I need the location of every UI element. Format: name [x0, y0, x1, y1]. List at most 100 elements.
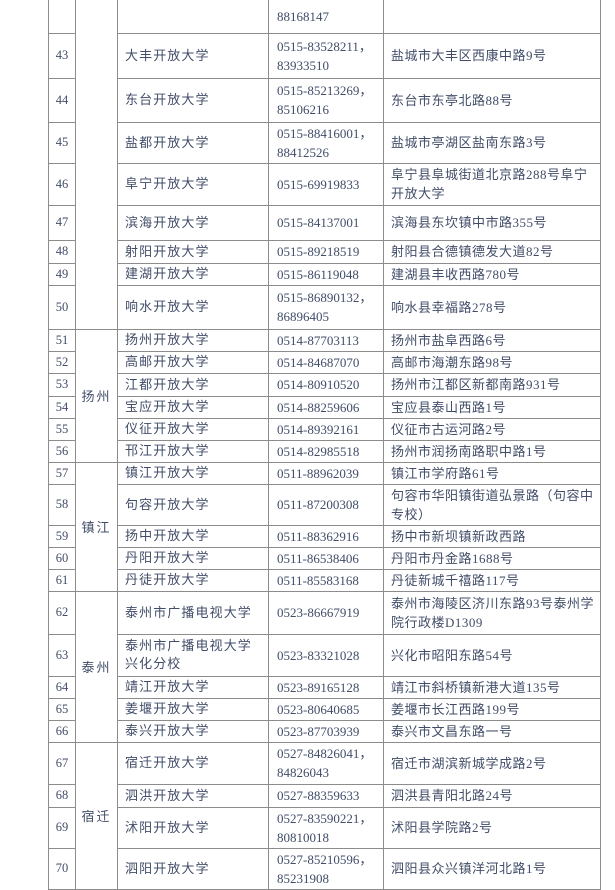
- university-name-cell: 姜堰开放大学: [117, 697, 269, 721]
- university-name-cell: 东台开放大学: [117, 77, 269, 123]
- phone-cell: 0511-88962039: [268, 461, 384, 485]
- seq-cell: 55: [48, 417, 76, 441]
- table-row: 43 大丰开放大学 0515-83528211， 83933510 盐城市大丰区西康中…: [48, 32, 601, 79]
- address-cell: 靖江市斜桥镇新港大道135号: [383, 675, 601, 699]
- address-cell: 扬州市盐阜西路6号: [383, 328, 601, 352]
- university-name-cell: 射阳开放大学: [117, 239, 269, 264]
- table-row: 56 邗江开放大学 0514-82985518 扬州市润扬南路职中路1号: [48, 439, 601, 463]
- address-cell: 仪征市古运河路2号: [383, 417, 601, 441]
- address-cell: 泗阳县众兴镇洋河北路1号: [383, 847, 601, 890]
- table-row: 45 盐都开放大学 0515-88416001， 88412526 盐城市亭湖区盐南东…: [48, 121, 601, 164]
- address-cell: [383, 0, 601, 34]
- phone-cell: 88168147: [268, 0, 384, 34]
- address-cell: 高邮市海潮东路98号: [383, 350, 601, 374]
- seq-cell: 51: [48, 328, 76, 352]
- table-row: 57 镇江 镇江开放大学 0511-88962039 镇江市学府路61号: [48, 461, 601, 592]
- phone-cell: 0514-82985518: [268, 439, 384, 463]
- table-row: 88168147: [48, 0, 601, 330]
- phone-cell: 0523-86667919: [268, 590, 384, 635]
- address-cell: 扬中市新坝镇新政西路: [383, 524, 601, 548]
- university-name-cell: 泗洪开放大学: [117, 783, 269, 808]
- seq-cell: 62: [48, 590, 76, 635]
- address-cell: 盐城市大丰区西康中路9号: [383, 32, 601, 79]
- seq-cell: 54: [48, 395, 76, 419]
- address-cell: 建湖县丰收西路780号: [383, 262, 601, 286]
- seq-cell: 57: [48, 461, 76, 485]
- table-row: 67 宿迁 宿迁开放大学 0527-84826041， 84826043 宿迁市湖滨新城…: [48, 741, 601, 890]
- seq-cell: 67: [48, 741, 76, 785]
- address-cell: 泰州市海陵区济川东路93号泰州学院行政楼D1309: [383, 590, 601, 635]
- university-name-cell: 大丰开放大学: [117, 32, 269, 79]
- address-cell: 盐城市亭湖区盐南东路3号: [383, 121, 601, 164]
- city-cell: 镇江: [75, 461, 118, 592]
- table-row: 60 丹阳开放大学 0511-86538406 丹阳市丹金路1688号: [48, 546, 601, 570]
- phone-cell: 0514-89392161: [268, 417, 384, 441]
- university-name-cell: 扬中开放大学: [117, 524, 269, 548]
- address-cell: 句容市华阳镇街道弘景路（句容中专校）: [383, 483, 601, 526]
- universities-table: 88168147 43 大丰开放大学 0515-83528211， 83933510…: [48, 0, 601, 890]
- address-cell: 阜宁县阜城街道北京路288号阜宁开放大学: [383, 162, 601, 206]
- table-row: 69 沭阳开放大学 0527-83590221， 80810018 沭阳县学院路2号: [48, 806, 601, 849]
- seq-cell: 69: [48, 806, 76, 849]
- university-name-cell: 宝应开放大学: [117, 395, 269, 419]
- address-cell: 扬州市润扬南路职中路1号: [383, 439, 601, 463]
- university-name-cell: 沭阳开放大学: [117, 806, 269, 849]
- seq-cell: 63: [48, 633, 76, 677]
- university-name-cell: 丹阳开放大学: [117, 546, 269, 570]
- table-row: 63 泰州市广播电视大学兴化分校 0523-83321028 兴化市昭阳东路54号: [48, 633, 601, 677]
- address-cell: 滨海县东坎镇中市路355号: [383, 204, 601, 241]
- address-cell: 姜堰市长江西路199号: [383, 697, 601, 721]
- address-cell: 宝应县泰山西路1号: [383, 395, 601, 419]
- seq-cell: 46: [48, 162, 76, 206]
- address-cell: 泰兴市文昌东路一号: [383, 719, 601, 743]
- seq-cell: 64: [48, 675, 76, 699]
- phone-cell: 0514-88259606: [268, 395, 384, 419]
- table-row: 65 姜堰开放大学 0523-80640685 姜堰市长江西路199号: [48, 697, 601, 721]
- university-name-cell: 邗江开放大学: [117, 439, 269, 463]
- city-cell: 宿迁: [75, 741, 118, 890]
- university-name-cell: 靖江开放大学: [117, 675, 269, 699]
- seq-cell: 65: [48, 697, 76, 721]
- address-cell: 宿迁市湖滨新城学成路2号: [383, 741, 601, 785]
- seq-cell: 43: [48, 32, 76, 79]
- university-name-cell: [117, 0, 269, 34]
- seq-cell: 44: [48, 77, 76, 123]
- university-name-cell: 镇江开放大学: [117, 461, 269, 485]
- address-cell: 兴化市昭阳东路54号: [383, 633, 601, 677]
- university-name-cell: 高邮开放大学: [117, 350, 269, 374]
- seq-cell: [48, 0, 76, 34]
- phone-cell: 0511-87200308: [268, 483, 384, 526]
- phone-cell: 0515-83528211， 83933510: [268, 32, 384, 79]
- phone-cell: 0514-84687070: [268, 350, 384, 374]
- table-row: 48 射阳开放大学 0515-89218519 射阳县合德镇德发大道82号: [48, 239, 601, 264]
- phone-cell: 0523-87703939: [268, 719, 384, 743]
- table-row: 51 扬州 扬州开放大学 0514-87703113 扬州市盐阜西路6号: [48, 328, 601, 463]
- university-name-cell: 滨海开放大学: [117, 204, 269, 241]
- address-cell: 泗洪县青阳北路24号: [383, 783, 601, 808]
- table-row: 50 响水开放大学 0515-86890132， 86896405 响水县幸福路278…: [48, 284, 601, 330]
- seq-cell: 59: [48, 524, 76, 548]
- phone-cell: 0515-89218519: [268, 239, 384, 264]
- university-name-cell: 丹徒开放大学: [117, 568, 269, 592]
- phone-cell: 0523-89165128: [268, 675, 384, 699]
- city-cell: [75, 0, 118, 330]
- city-cell: 泰州: [75, 590, 118, 743]
- phone-cell: 0511-88362916: [268, 524, 384, 548]
- phone-cell: 0523-83321028: [268, 633, 384, 677]
- table-row: 64 靖江开放大学 0523-89165128 靖江市斜桥镇新港大道135号: [48, 675, 601, 699]
- seq-cell: 61: [48, 568, 76, 592]
- phone-cell: 0523-80640685: [268, 697, 384, 721]
- seq-cell: 45: [48, 121, 76, 164]
- address-cell: 丹阳市丹金路1688号: [383, 546, 601, 570]
- city-cell: 扬州: [75, 328, 118, 463]
- table-row: 62 泰州 泰州市广播电视大学 0523-86667919 泰州市海陵区济川东路93号泰…: [48, 590, 601, 743]
- phone-cell: 0514-80910520: [268, 372, 384, 397]
- phone-cell: 0515-86890132， 86896405: [268, 284, 384, 330]
- university-name-cell: 泰州市广播电视大学兴化分校: [117, 633, 269, 677]
- seq-cell: 68: [48, 783, 76, 808]
- address-cell: 沭阳县学院路2号: [383, 806, 601, 849]
- table-row: 44 东台开放大学 0515-85213269， 85106216 东台市东亭北路88…: [48, 77, 601, 123]
- seq-cell: 50: [48, 284, 76, 330]
- university-name-cell: 仪征开放大学: [117, 417, 269, 441]
- address-cell: 射阳县合德镇德发大道82号: [383, 239, 601, 264]
